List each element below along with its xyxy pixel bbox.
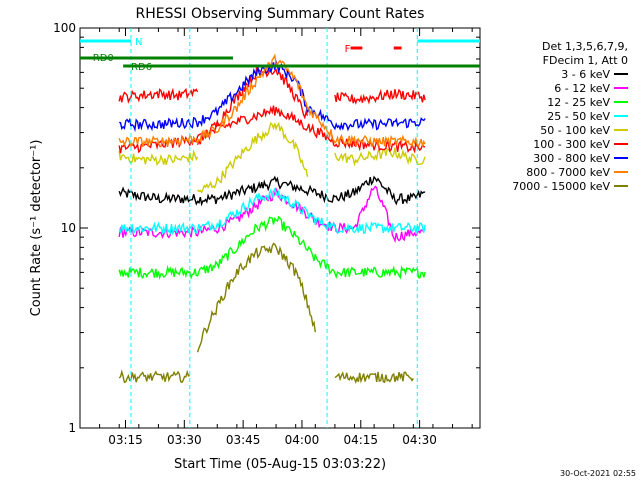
series-line	[334, 371, 414, 385]
legend-entry-label: 100 - 300 keV	[533, 138, 610, 151]
legend-entry-label: 6 - 12 keV	[554, 82, 610, 95]
y-tick-label: 1	[68, 421, 76, 435]
series-line	[118, 87, 199, 104]
series-line	[118, 185, 426, 244]
x-tick-label: 04:15	[343, 433, 378, 447]
x-tick-label: 04:30	[402, 433, 437, 447]
legend-entry-label: 12 - 25 keV	[547, 96, 610, 109]
series-line	[118, 188, 426, 236]
annotation-label: RD0	[93, 53, 114, 64]
series-line	[334, 88, 426, 105]
x-tick-label: 04:00	[285, 433, 320, 447]
x-tick-label: 03:45	[226, 433, 261, 447]
timestamp: 30-Oct-2021 02:55	[560, 469, 636, 478]
chart-title: RHESSI Observing Summary Count Rates	[136, 6, 425, 22]
legend: Det 1,3,5,6,7,9,FDecim 1, Att 03 - 6 keV…	[512, 40, 628, 193]
legend-entry-label: 800 - 7000 keV	[526, 166, 610, 179]
x-tick-label: 03:30	[167, 433, 202, 447]
series-line	[334, 147, 426, 167]
plot-frame	[79, 27, 481, 429]
legend-entry-label: 3 - 6 keV	[561, 68, 610, 81]
series-line	[118, 369, 191, 384]
series-line	[118, 175, 426, 207]
y-axis-label: Count Rate (s⁻¹ detector⁻¹)	[29, 140, 44, 317]
series-line	[196, 242, 316, 353]
x-axis-label: Start Time (05-Aug-15 03:03:22)	[174, 457, 386, 472]
legend-entry-label: 7000 - 15000 keV	[512, 180, 610, 193]
series-line	[118, 149, 199, 166]
legend-header: Det 1,3,5,6,7,9,	[542, 40, 628, 53]
legend-header: FDecim 1, Att 0	[543, 54, 628, 67]
series-line	[118, 105, 426, 154]
series-line	[118, 53, 426, 148]
legend-entry-label: 50 - 100 keV	[540, 124, 610, 137]
annotation-label: N	[135, 37, 142, 48]
legend-entry-label: 300 - 800 keV	[533, 152, 610, 165]
plot-area: 1 10 100 03:15 03:30 03:45 04:00 04:15 04:30 N RD0…	[53, 21, 481, 447]
annotation-label: F	[345, 44, 351, 55]
legend-entry-label: 25 - 50 keV	[547, 110, 610, 123]
annotation-label: RD6	[131, 62, 152, 73]
series-line	[118, 215, 426, 281]
x-tick-label: 03:15	[108, 433, 143, 447]
series-line	[197, 121, 309, 194]
y-tick-label: 100	[53, 21, 76, 35]
y-tick-label: 10	[61, 221, 76, 235]
